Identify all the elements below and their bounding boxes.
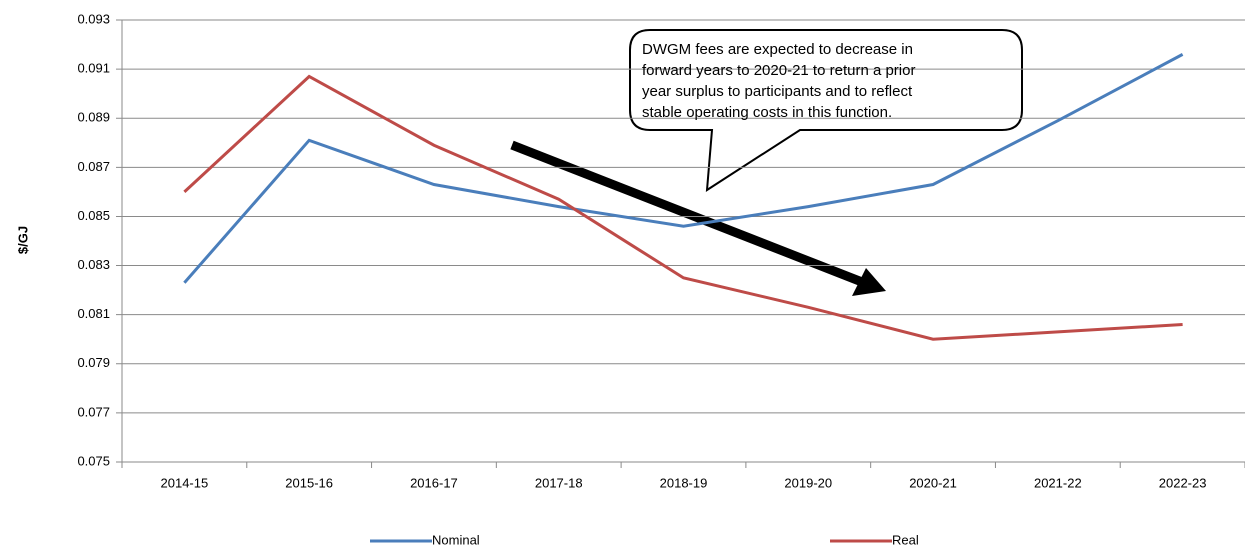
y-tick-label: 0.085 bbox=[77, 208, 110, 223]
y-tick-label: 0.083 bbox=[77, 257, 110, 272]
legend-label: Real bbox=[892, 532, 919, 547]
y-tick-label: 0.077 bbox=[77, 404, 110, 419]
y-tick-label: 0.091 bbox=[77, 61, 110, 76]
y-tick-label: 0.089 bbox=[77, 110, 110, 125]
x-tick-label: 2016-17 bbox=[410, 475, 458, 490]
x-tick-label: 2015-16 bbox=[285, 475, 333, 490]
y-tick-label: 0.081 bbox=[77, 306, 110, 321]
series-line bbox=[183, 74, 1183, 341]
series-line bbox=[183, 53, 1184, 284]
legend-label: Nominal bbox=[432, 532, 480, 547]
x-tick-label: 2022-23 bbox=[1159, 475, 1207, 490]
x-tick-label: 2020-21 bbox=[909, 475, 957, 490]
y-tick-label: 0.075 bbox=[77, 453, 110, 468]
annotation-text: year surplus to participants and to refl… bbox=[642, 83, 913, 100]
y-tick-label: 0.093 bbox=[77, 11, 110, 26]
x-tick-label: 2014-15 bbox=[161, 475, 209, 490]
x-tick-label: 2021-22 bbox=[1034, 475, 1082, 490]
y-tick-label: 0.087 bbox=[77, 159, 110, 174]
annotation-text: DWGM fees are expected to decrease in bbox=[642, 41, 913, 58]
y-tick-label: 0.079 bbox=[77, 355, 110, 370]
y-axis-label: $/GJ bbox=[15, 226, 30, 254]
annotation-text: forward years to 2020-21 to return a pri… bbox=[642, 62, 915, 79]
annotation-text: stable operating costs in this function. bbox=[642, 104, 892, 121]
x-tick-label: 2018-19 bbox=[660, 475, 708, 490]
callout bbox=[629, 29, 1023, 192]
x-tick-label: 2017-18 bbox=[535, 475, 583, 490]
x-tick-label: 2019-20 bbox=[784, 475, 832, 490]
